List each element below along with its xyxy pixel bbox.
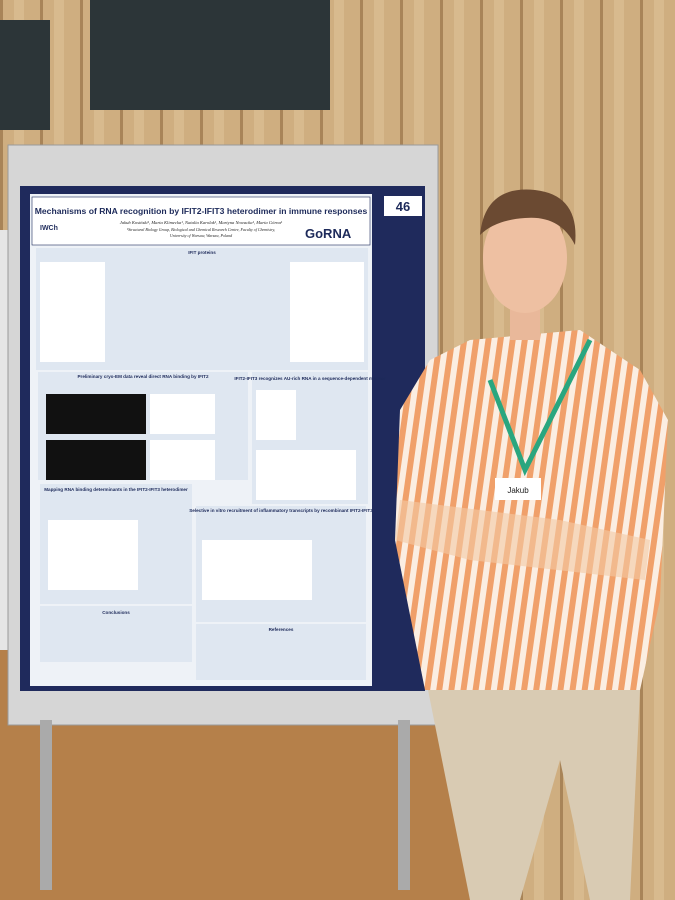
figure (290, 262, 364, 362)
section-panel (40, 606, 192, 662)
poster-number: 46 (396, 199, 410, 214)
figure (46, 440, 146, 480)
section-heading: Selective in vitro recruitment of inflam… (189, 508, 373, 513)
poster-affiliation: ¹Structural Biology Group, Biological an… (127, 227, 275, 233)
hair (480, 189, 576, 245)
figure (40, 262, 105, 362)
figure (256, 390, 296, 440)
section-heading: Mapping RNA binding determinants in the … (44, 487, 188, 492)
section-heading: References (269, 627, 294, 632)
poster-title: Mechanisms of RNA recognition by IFIT2-I… (35, 206, 368, 216)
trousers (428, 690, 640, 900)
window (0, 20, 50, 130)
section-heading: IFIT2-IFIT3 recognizes AU-rich RNA in a … (234, 376, 385, 381)
shirt (395, 330, 668, 690)
section-heading: Conclusions (102, 610, 130, 615)
figure (150, 394, 215, 434)
logo: GoRNA (305, 226, 352, 241)
section-heading: Preliminary cryo-EM data reveal direct R… (77, 374, 208, 379)
figure (256, 450, 356, 500)
stand-leg (40, 720, 52, 890)
head (483, 203, 567, 313)
poster-authors: Jakub Kosiński¹, Marta Klimecka¹, Natali… (120, 220, 283, 226)
crossed-arms (395, 500, 650, 580)
section-heading: IFIT proteins (188, 250, 216, 255)
figure (46, 394, 146, 434)
poster-affiliation: University of Warsaw, Warsaw, Poland (170, 233, 233, 239)
number-card (384, 196, 422, 216)
section-panel (196, 624, 366, 680)
figure (150, 440, 215, 480)
window (90, 0, 330, 110)
figure (202, 540, 312, 600)
lanyard (487, 338, 593, 477)
stand-leg (398, 720, 410, 890)
name-badge (495, 478, 541, 500)
badge-name: Jakub (507, 486, 529, 495)
figure (48, 520, 138, 590)
poster-header (31, 196, 371, 246)
logo: IWCh (40, 225, 58, 232)
